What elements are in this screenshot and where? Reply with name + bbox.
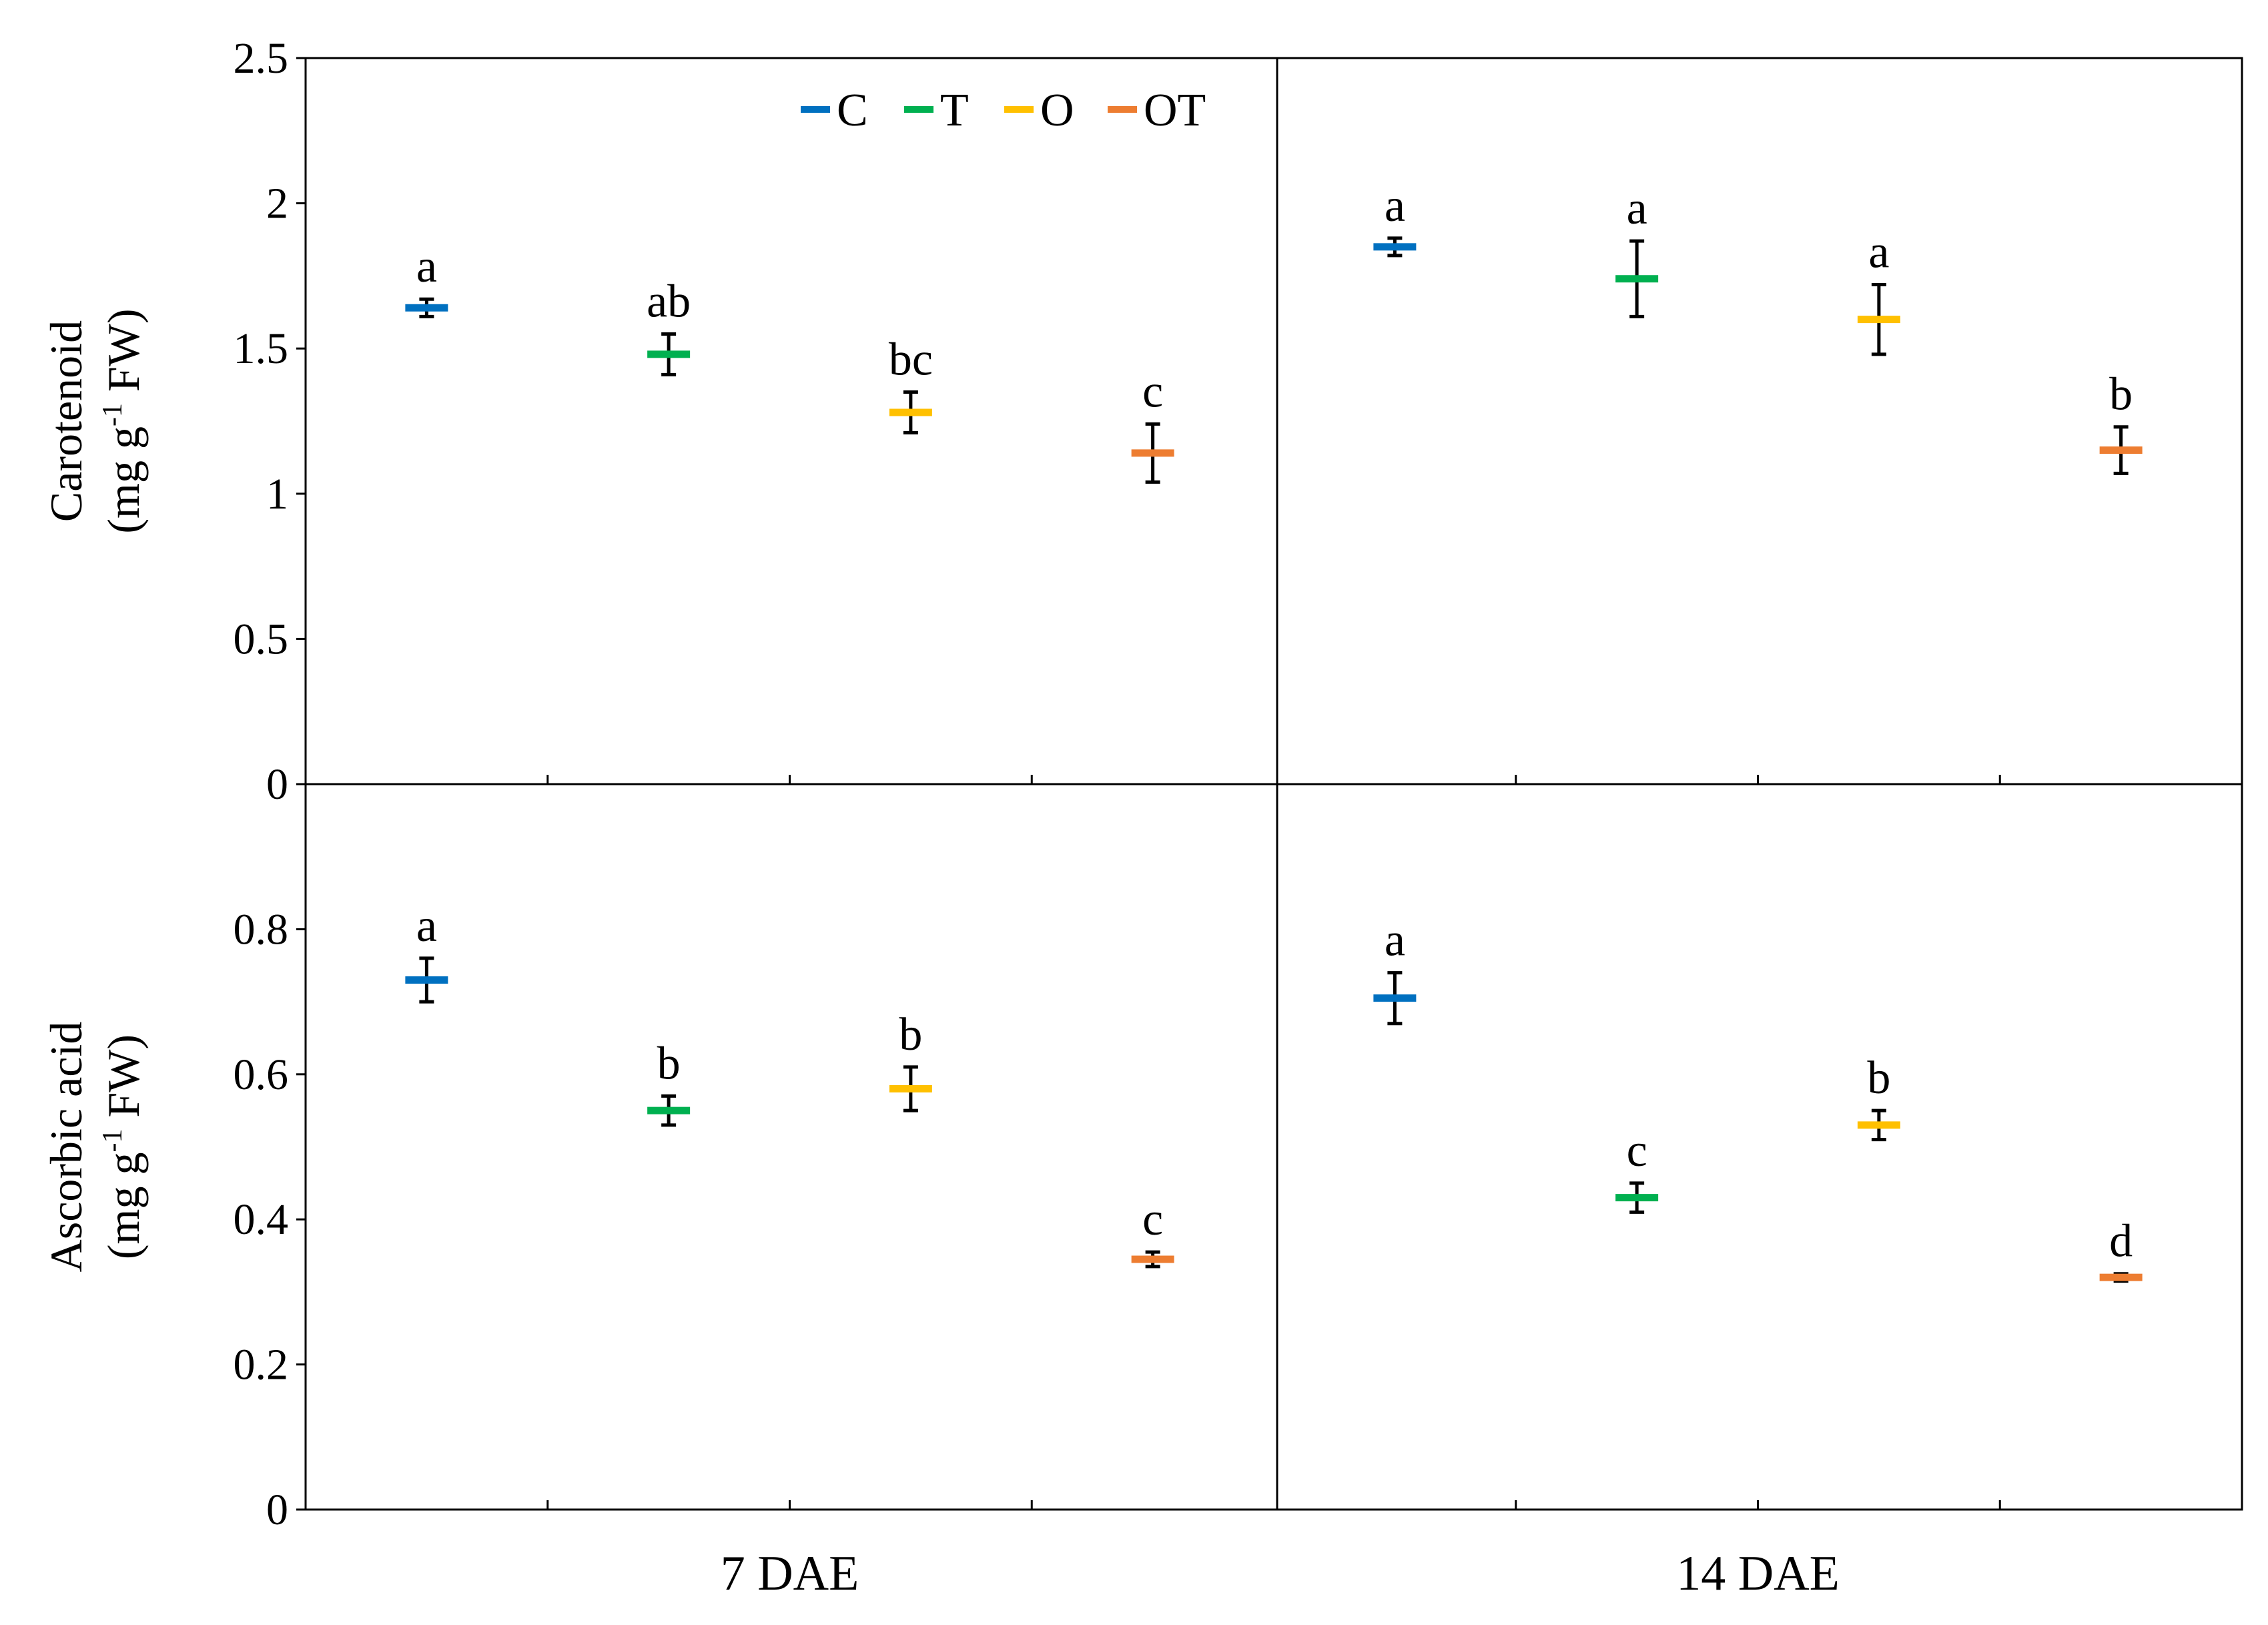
significance-label-ascorbic-0-OT: c xyxy=(1142,1194,1163,1245)
significance-label-carotenoid-1-O: a xyxy=(1868,226,1889,278)
y-tick-label-ascorbic: 0 xyxy=(266,1486,288,1534)
significance-label-carotenoid-0-C: a xyxy=(416,241,437,292)
y-tick-label-carotenoid: 2 xyxy=(266,180,288,228)
significance-label-carotenoid-0-OT: c xyxy=(1142,366,1163,417)
y-tick-label-carotenoid: 0 xyxy=(266,760,288,809)
significance-label-ascorbic-1-C: a xyxy=(1385,915,1405,966)
y-axis-title-line1: Ascorbic acid xyxy=(41,1022,91,1273)
legend-label-OT: OT xyxy=(1144,85,1206,136)
y-tick-label-carotenoid: 0.5 xyxy=(234,615,289,663)
y-tick-label-ascorbic: 0.2 xyxy=(234,1341,289,1389)
significance-label-ascorbic-1-T: c xyxy=(1627,1125,1647,1177)
y-axis-unit-prefix: (mg g xyxy=(98,426,149,534)
y-tick-label-carotenoid: 1.5 xyxy=(234,324,289,373)
y-axis-unit-suffix: FW) xyxy=(98,308,149,403)
y-axis-title-line2: (mg g-1 FW) xyxy=(97,1034,149,1259)
legend-label-T: T xyxy=(940,85,969,136)
y-axis-title-carotenoid: Carotenoid (mg g-1 FW) xyxy=(41,308,149,533)
y-tick-label-ascorbic: 0.6 xyxy=(234,1050,289,1099)
y-tick-label-ascorbic: 0.8 xyxy=(234,905,289,954)
y-axis-title-line2: (mg g-1 FW) xyxy=(97,308,149,533)
y-tick-label-ascorbic: 0.4 xyxy=(234,1195,289,1244)
x-category-label: 7 DAE xyxy=(721,1546,859,1601)
significance-label-ascorbic-0-O: b xyxy=(899,1009,922,1060)
y-tick-label-carotenoid: 2.5 xyxy=(234,34,289,83)
significance-label-carotenoid-1-C: a xyxy=(1385,180,1405,232)
y-axis-unit-suffix: FW) xyxy=(98,1034,149,1129)
significance-label-ascorbic-0-T: b xyxy=(657,1038,681,1089)
significance-label-ascorbic-1-OT: d xyxy=(2109,1216,2133,1267)
significance-label-carotenoid-1-OT: b xyxy=(2109,369,2133,420)
y-axis-unit-superscript: -1 xyxy=(97,403,128,426)
significance-label-carotenoid-1-T: a xyxy=(1627,183,1647,234)
legend-label-C: C xyxy=(837,85,868,136)
significance-label-ascorbic-0-C: a xyxy=(416,900,437,952)
significance-label-carotenoid-0-O: bc xyxy=(889,334,933,385)
legend-label-O: O xyxy=(1040,85,1074,136)
x-category-label: 14 DAE xyxy=(1676,1546,1840,1601)
y-axis-title-line1: Carotenoid xyxy=(41,320,91,522)
y-axis-unit-prefix: (mg g xyxy=(98,1153,149,1260)
y-axis-unit-superscript: -1 xyxy=(97,1129,128,1153)
significance-label-carotenoid-0-T: ab xyxy=(647,276,691,327)
y-axis-title-ascorbic: Ascorbic acid (mg g-1 FW) xyxy=(41,1022,149,1273)
significance-label-ascorbic-1-O: b xyxy=(1867,1052,1890,1104)
y-tick-label-carotenoid: 1 xyxy=(266,470,288,519)
